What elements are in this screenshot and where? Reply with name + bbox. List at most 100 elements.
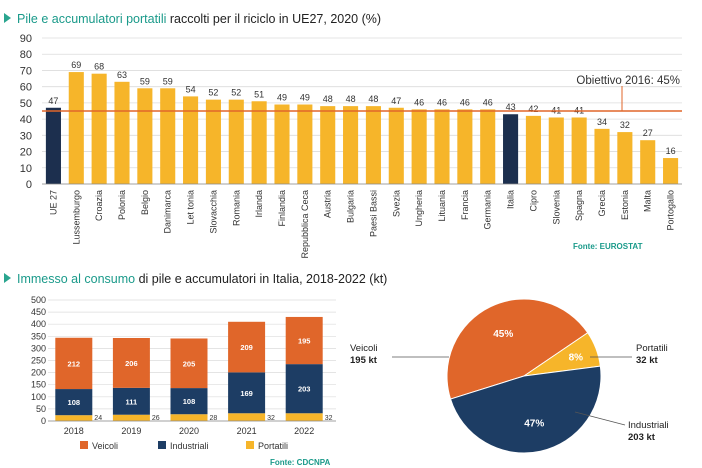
bar bbox=[137, 88, 153, 184]
bar bbox=[320, 106, 336, 184]
y-tick-label: 60 bbox=[20, 82, 32, 94]
bar-value-label: 48 bbox=[346, 94, 356, 104]
segment-value-label: 24 bbox=[94, 415, 102, 422]
bar bbox=[503, 114, 519, 184]
arrow-icon bbox=[4, 273, 11, 283]
stacked-segment bbox=[285, 364, 323, 414]
x-tick-label: Croazia bbox=[94, 190, 104, 221]
x-tick-label: Lussemburgo bbox=[71, 190, 81, 245]
bar bbox=[114, 81, 130, 184]
y-tick-label: 90 bbox=[20, 33, 32, 45]
bar-value-label: 48 bbox=[368, 94, 378, 104]
segment-value-label: 206 bbox=[125, 359, 138, 368]
chart2-title-highlight: Immesso al consumo bbox=[17, 272, 136, 286]
pie-pct-label: 45% bbox=[493, 329, 513, 340]
stacked-segment bbox=[228, 372, 266, 414]
bar bbox=[297, 104, 313, 184]
x-tick-label: Slovenia bbox=[551, 190, 561, 225]
x-tick-label: Irlanda bbox=[254, 190, 264, 218]
x-tick-label: Grecia bbox=[597, 190, 607, 217]
x-tick-label: UE 27 bbox=[48, 190, 58, 215]
bar bbox=[228, 99, 244, 184]
bar bbox=[274, 104, 290, 184]
legend-swatch bbox=[246, 441, 254, 449]
y-tick-label: 250 bbox=[31, 356, 46, 366]
y-tick-label: 150 bbox=[31, 380, 46, 390]
bar bbox=[525, 115, 541, 184]
y-tick-label: 0 bbox=[41, 416, 46, 426]
segment-value-label: 209 bbox=[240, 343, 253, 352]
segment-value-label: 26 bbox=[152, 415, 160, 422]
x-tick-label: Lituania bbox=[437, 190, 447, 222]
target-label: Obiettivo 2016: 45% bbox=[576, 75, 680, 87]
x-tick-label: Paesi Bassi bbox=[368, 190, 378, 237]
segment-value-label: 169 bbox=[240, 389, 253, 398]
x-tick-label: Svezia bbox=[391, 190, 401, 217]
bar-value-label: 47 bbox=[48, 96, 58, 106]
bar-value-label: 46 bbox=[483, 97, 493, 107]
pie-label-industriali: Industriali 203 kt bbox=[628, 420, 669, 444]
bar bbox=[663, 158, 679, 184]
bar-value-label: 59 bbox=[163, 76, 173, 86]
bar-value-label: 46 bbox=[460, 97, 470, 107]
bar-value-label: 34 bbox=[597, 117, 607, 127]
y-tick-label: 50 bbox=[20, 98, 32, 110]
chart2-source: Fonte: CDCNPA bbox=[270, 458, 331, 467]
bar-value-label: 32 bbox=[620, 120, 630, 130]
bar-value-label: 51 bbox=[254, 89, 264, 99]
bar bbox=[617, 132, 633, 184]
segment-value-label: 32 bbox=[325, 415, 333, 422]
stacked-segment bbox=[285, 316, 323, 365]
x-tick-label: Danimarca bbox=[163, 190, 173, 234]
x-tick-label: Austria bbox=[323, 190, 333, 218]
stacked-segment bbox=[170, 388, 208, 415]
x-tick-label: 2020 bbox=[179, 426, 199, 436]
x-tick-label: Polonia bbox=[117, 190, 127, 220]
segment-value-label: 205 bbox=[183, 359, 196, 368]
stacked-segment bbox=[112, 337, 150, 388]
stacked-segment bbox=[55, 337, 93, 390]
bar-value-label: 59 bbox=[140, 76, 150, 86]
segment-value-label: 108 bbox=[183, 397, 196, 406]
bar-value-label: 48 bbox=[323, 94, 333, 104]
x-tick-label: 2021 bbox=[237, 426, 257, 436]
pie-slice bbox=[446, 298, 589, 400]
chart2-title: Immesso al consumo di pile e accumulator… bbox=[4, 272, 387, 286]
y-tick-label: 100 bbox=[31, 392, 46, 402]
y-tick-label: 0 bbox=[26, 179, 32, 191]
y-tick-label: 300 bbox=[31, 343, 46, 353]
stacked-bar-chart: 0 50 100 150 200 250 300 350 400 450 500 24 108 212 20… bbox=[31, 295, 336, 451]
y-tick-label: 200 bbox=[31, 368, 46, 378]
segment-value-label: 203 bbox=[298, 385, 311, 394]
recycling-bar-chart: 0 10 20 30 40 50 60 70 80 90 47 UE 27 69 Lussemburgo 6… bbox=[20, 33, 682, 259]
stacked-segment bbox=[55, 415, 93, 421]
bar-value-label: 49 bbox=[300, 93, 310, 103]
bar bbox=[91, 73, 107, 184]
legend-swatch bbox=[80, 441, 88, 449]
y-tick-label: 450 bbox=[31, 307, 46, 317]
y-tick-label: 10 bbox=[20, 163, 32, 175]
chart2-title-rest: di pile e accumulatori in Italia, 2018-2… bbox=[135, 272, 388, 286]
pie-label-industriali-name: Industriali bbox=[628, 420, 669, 431]
bar bbox=[343, 106, 359, 184]
arrow-icon bbox=[4, 13, 11, 23]
segment-value-label: 111 bbox=[126, 397, 138, 406]
stacked-segment bbox=[170, 338, 208, 389]
bar bbox=[571, 117, 587, 184]
pie-pct-label: 47% bbox=[524, 419, 544, 430]
legend-label: Industriali bbox=[170, 441, 209, 451]
y-tick-label: 30 bbox=[20, 130, 32, 142]
stacked-segment bbox=[55, 389, 93, 416]
pie-label-industriali-value: 203 kt bbox=[628, 432, 655, 443]
pie-slice bbox=[449, 365, 602, 454]
stacked-segment bbox=[285, 413, 323, 421]
bar-value-label: 69 bbox=[71, 60, 81, 70]
bar bbox=[365, 106, 381, 184]
pie-label-portatili: Portatili 32 kt bbox=[636, 343, 668, 367]
bar-value-label: 47 bbox=[391, 96, 401, 106]
x-tick-label: Estonia bbox=[620, 190, 630, 220]
y-tick-label: 500 bbox=[31, 295, 46, 305]
x-tick-label: Belgio bbox=[140, 190, 150, 215]
segment-value-label: 195 bbox=[298, 337, 311, 346]
y-tick-label: 50 bbox=[36, 404, 46, 414]
